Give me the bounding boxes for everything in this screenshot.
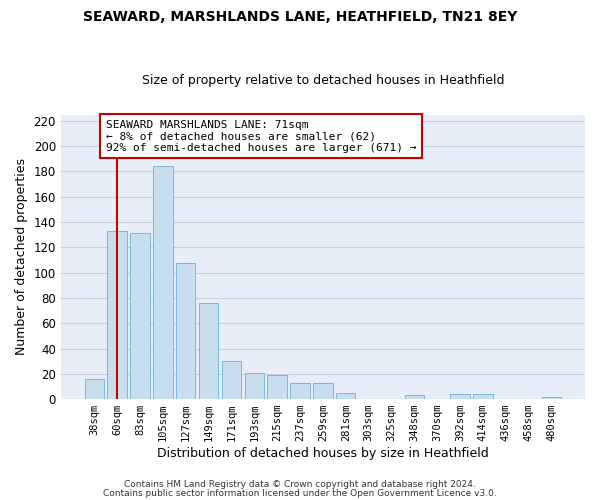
Bar bbox=[176, 262, 196, 399]
Bar bbox=[153, 166, 173, 399]
Bar bbox=[290, 382, 310, 399]
Bar bbox=[268, 375, 287, 399]
Text: Contains public sector information licensed under the Open Government Licence v3: Contains public sector information licen… bbox=[103, 488, 497, 498]
Text: SEAWARD MARSHLANDS LANE: 71sqm
← 8% of detached houses are smaller (62)
92% of s: SEAWARD MARSHLANDS LANE: 71sqm ← 8% of d… bbox=[106, 120, 416, 153]
Bar bbox=[336, 393, 355, 399]
Bar bbox=[542, 396, 561, 399]
Bar bbox=[130, 234, 150, 399]
Bar bbox=[313, 382, 332, 399]
Bar bbox=[85, 379, 104, 399]
Bar bbox=[451, 394, 470, 399]
Bar bbox=[199, 303, 218, 399]
Text: Contains HM Land Registry data © Crown copyright and database right 2024.: Contains HM Land Registry data © Crown c… bbox=[124, 480, 476, 489]
Y-axis label: Number of detached properties: Number of detached properties bbox=[15, 158, 28, 356]
Title: Size of property relative to detached houses in Heathfield: Size of property relative to detached ho… bbox=[142, 74, 504, 87]
Bar bbox=[107, 231, 127, 399]
Text: SEAWARD, MARSHLANDS LANE, HEATHFIELD, TN21 8EY: SEAWARD, MARSHLANDS LANE, HEATHFIELD, TN… bbox=[83, 10, 517, 24]
Bar bbox=[404, 396, 424, 399]
X-axis label: Distribution of detached houses by size in Heathfield: Distribution of detached houses by size … bbox=[157, 447, 489, 460]
Bar bbox=[473, 394, 493, 399]
Bar bbox=[245, 372, 264, 399]
Bar bbox=[222, 361, 241, 399]
